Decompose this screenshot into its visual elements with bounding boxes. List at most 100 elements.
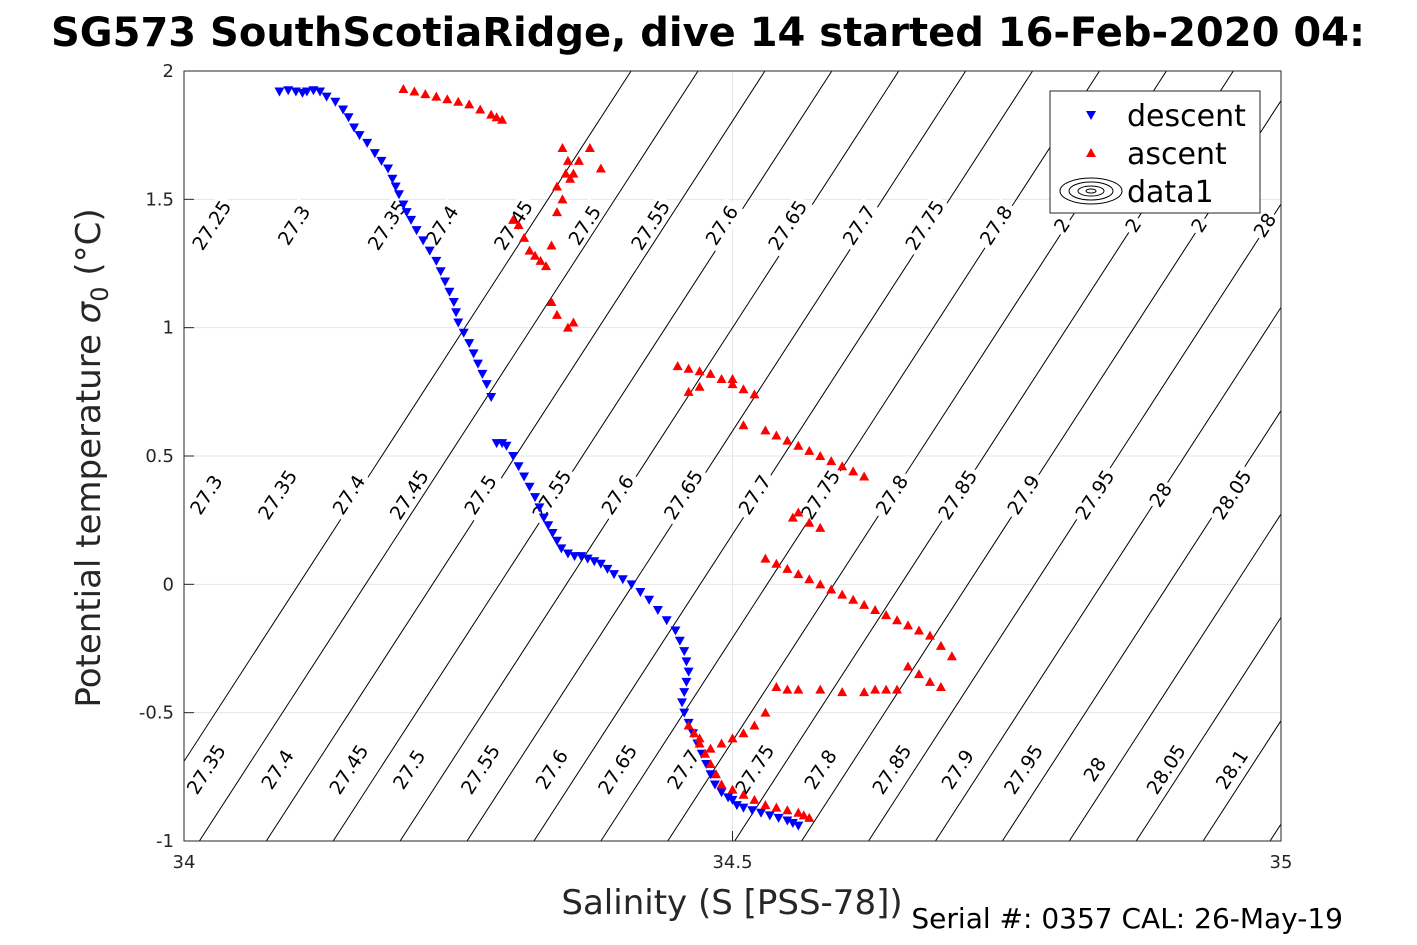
ascent-point bbox=[859, 687, 870, 697]
descent-point bbox=[670, 626, 681, 636]
contour-label-bg bbox=[487, 193, 539, 257]
ascent-point bbox=[793, 507, 804, 517]
ascent-point bbox=[760, 425, 771, 435]
descent-point bbox=[661, 616, 672, 626]
contour-label-bg bbox=[322, 737, 375, 801]
descent-point bbox=[343, 113, 354, 123]
contour-label-bg bbox=[931, 462, 984, 527]
isopycnal-line bbox=[466, 71, 967, 841]
ascent-point bbox=[782, 435, 793, 445]
descent-point bbox=[723, 793, 734, 803]
descent-point bbox=[519, 472, 530, 482]
ascent-point bbox=[881, 610, 892, 620]
ascent-point bbox=[793, 684, 804, 694]
ascent-point bbox=[557, 143, 568, 152]
isopycnal-line bbox=[1001, 409, 1281, 841]
legend-ascent-label: ascent bbox=[1127, 137, 1227, 172]
descent-point bbox=[556, 544, 567, 554]
ascent-point bbox=[497, 114, 508, 124]
ascent-point bbox=[475, 104, 486, 114]
descent-point bbox=[709, 780, 720, 790]
ascent-point bbox=[431, 91, 442, 101]
y-tick-label: -1 bbox=[156, 831, 174, 852]
descent-point bbox=[756, 808, 767, 818]
descent-point bbox=[349, 123, 360, 133]
descent-series bbox=[274, 86, 804, 831]
ascent-point bbox=[727, 733, 738, 743]
ascent-point bbox=[716, 779, 727, 789]
descent-point bbox=[547, 529, 558, 538]
ascent-point bbox=[727, 784, 738, 794]
ascent-point bbox=[892, 684, 903, 694]
ascent-point bbox=[486, 109, 497, 119]
ascent-point bbox=[694, 381, 705, 391]
ascent-point bbox=[787, 512, 798, 522]
ascent-point bbox=[804, 517, 815, 527]
isopycnal-line bbox=[1269, 823, 1281, 841]
ascent-point bbox=[935, 640, 946, 650]
contour-label-bg bbox=[361, 193, 413, 257]
descent-point bbox=[617, 575, 628, 585]
ascent-point bbox=[551, 181, 562, 191]
legend-descent-label: descent bbox=[1127, 99, 1246, 134]
ascent-point bbox=[738, 384, 749, 394]
descent-point bbox=[406, 215, 417, 225]
descent-point bbox=[644, 595, 655, 605]
descent-point bbox=[508, 452, 519, 461]
ascent-point bbox=[683, 363, 694, 373]
descent-point bbox=[477, 369, 488, 379]
descent-point bbox=[274, 87, 285, 97]
descent-point bbox=[472, 359, 483, 369]
ascent-point bbox=[524, 245, 535, 255]
descent-point bbox=[524, 482, 535, 492]
ascent-point bbox=[859, 471, 870, 481]
descent-point bbox=[376, 156, 387, 166]
ascent-point bbox=[562, 155, 573, 165]
contour-label-bg bbox=[997, 737, 1050, 801]
contour-label-bg bbox=[1140, 737, 1192, 801]
x-tick-label: 34 bbox=[173, 852, 196, 873]
ascent-point bbox=[700, 748, 711, 758]
descent-point bbox=[543, 521, 554, 531]
descent-point bbox=[283, 86, 294, 96]
y-tick-label: -0.5 bbox=[139, 703, 174, 724]
descent-point bbox=[747, 806, 758, 816]
ascent-point bbox=[546, 240, 557, 250]
descent-point bbox=[576, 552, 587, 562]
descent-point bbox=[301, 87, 312, 97]
isopycnal-line bbox=[332, 71, 833, 841]
descent-point bbox=[701, 760, 712, 769]
descent-point bbox=[513, 462, 524, 472]
ascent-point bbox=[903, 661, 914, 671]
legend-data1-label: data1 bbox=[1127, 175, 1214, 210]
descent-point bbox=[501, 441, 512, 451]
descent-point bbox=[773, 813, 784, 823]
ascent-point bbox=[870, 605, 881, 614]
contour-label-bg bbox=[898, 193, 951, 257]
ascent-point bbox=[804, 812, 815, 822]
ascent-point bbox=[848, 594, 859, 604]
x-tick-label: 35 bbox=[1270, 852, 1293, 873]
descent-point bbox=[481, 380, 492, 390]
ascent-point bbox=[782, 684, 793, 694]
contour-label-bg bbox=[761, 193, 814, 257]
ascent-point bbox=[946, 651, 957, 661]
ascent-point bbox=[793, 440, 804, 450]
descent-point bbox=[595, 559, 606, 569]
legend-contour-marker bbox=[1059, 177, 1123, 205]
ascent-point bbox=[573, 155, 584, 165]
contour-label-bg bbox=[183, 467, 229, 522]
contour-label-bg bbox=[254, 742, 301, 797]
y-tick-label: 0.5 bbox=[145, 446, 174, 467]
contour-label-bg bbox=[797, 742, 844, 797]
descent-point bbox=[383, 164, 394, 174]
contour-label: 2 bbox=[1119, 211, 1147, 239]
contour-label-bg bbox=[1143, 476, 1178, 513]
contour-label-bg bbox=[251, 462, 304, 527]
ascent-point bbox=[711, 769, 722, 779]
contour-label-bg bbox=[1208, 742, 1255, 797]
y-tick-label: 1 bbox=[163, 318, 174, 339]
ascent-point bbox=[760, 553, 771, 563]
contour-label-bg bbox=[731, 467, 778, 522]
ascent-point bbox=[892, 615, 903, 625]
